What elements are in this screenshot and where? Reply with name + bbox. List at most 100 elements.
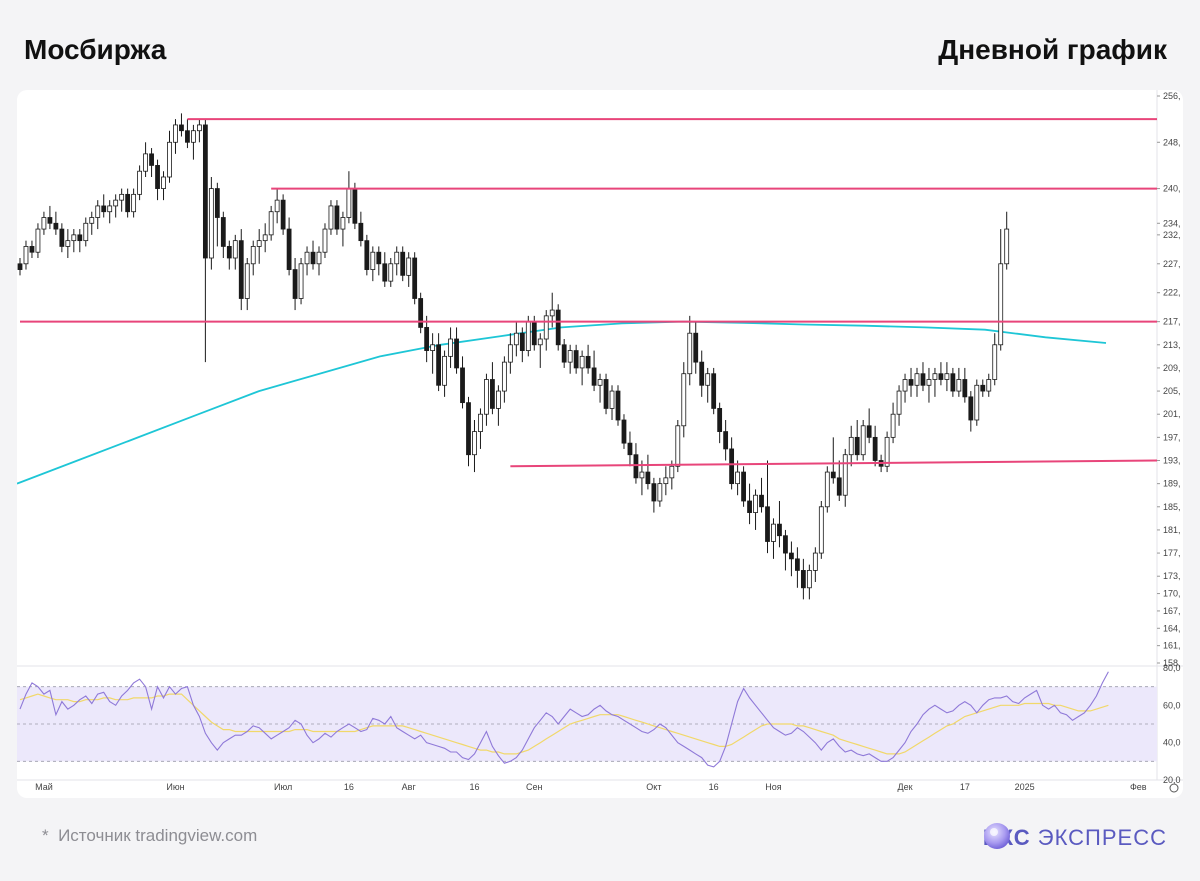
candle xyxy=(735,460,740,496)
candle-body xyxy=(950,373,956,392)
source-note: * Источник tradingview.com xyxy=(42,826,257,846)
candle xyxy=(950,367,956,397)
price-tick-label: 240, xyxy=(1163,184,1181,194)
candle-body xyxy=(693,332,699,363)
candle xyxy=(35,223,41,258)
candles xyxy=(17,113,1010,600)
candle xyxy=(41,211,47,235)
candle-body xyxy=(382,263,388,282)
candle-body xyxy=(280,199,286,230)
candle-body xyxy=(95,205,101,218)
candle xyxy=(29,240,35,258)
candle-body xyxy=(531,321,537,346)
candle-body xyxy=(310,251,316,265)
candle-body xyxy=(597,379,603,386)
candle xyxy=(507,333,513,374)
candle-body xyxy=(238,240,244,299)
candle xyxy=(388,258,394,287)
candle xyxy=(250,240,256,276)
candle xyxy=(824,466,830,513)
candle xyxy=(155,159,160,201)
candle xyxy=(244,258,250,311)
candle xyxy=(884,431,890,473)
candle xyxy=(932,367,938,397)
candle xyxy=(860,420,866,461)
candle xyxy=(352,182,358,230)
candle-body xyxy=(723,431,729,450)
candle xyxy=(280,194,286,235)
candle xyxy=(836,460,842,501)
candle-body xyxy=(149,153,154,166)
price-tick-label: 181, xyxy=(1163,525,1181,535)
brand-rest: ЭКСПРЕСС xyxy=(1037,825,1167,850)
candle-body xyxy=(711,373,717,409)
candle-body xyxy=(268,211,274,236)
candle-body xyxy=(513,332,519,346)
source-bullet: * xyxy=(42,826,49,845)
candle xyxy=(944,362,950,392)
candle xyxy=(478,408,483,449)
candle xyxy=(866,408,872,444)
candle-body xyxy=(340,217,346,230)
candle xyxy=(304,246,310,276)
candle-body xyxy=(842,454,848,496)
candle-body xyxy=(926,379,932,386)
candle-body xyxy=(824,471,830,508)
candle-body xyxy=(286,228,292,270)
chart-panel[interactable]: 256, 248, 240, 234, 232, 227, 222, 217, 213, 209,… xyxy=(17,90,1183,798)
rsi-tick-label: 20,0 xyxy=(1163,775,1181,785)
candle xyxy=(262,223,268,253)
candle xyxy=(448,327,453,368)
candle xyxy=(890,402,896,444)
candle xyxy=(101,194,107,218)
exchange-title: Мосбиржа xyxy=(24,34,167,65)
candle-body xyxy=(741,471,746,502)
candle-body xyxy=(298,263,304,299)
candle xyxy=(125,188,131,218)
candle-body xyxy=(478,413,483,432)
candle-body xyxy=(304,251,310,265)
candle xyxy=(179,113,184,137)
candle xyxy=(579,350,585,386)
candle xyxy=(806,564,812,600)
price-tick-label: 248, xyxy=(1163,137,1181,147)
candle xyxy=(962,367,968,403)
candle xyxy=(777,501,782,548)
candle xyxy=(956,367,962,397)
candle-body xyxy=(454,338,459,369)
candle xyxy=(238,229,244,311)
candle-body xyxy=(101,205,107,213)
candle xyxy=(95,200,101,230)
candle-body xyxy=(795,558,800,571)
price-chart[interactable]: 256, 248, 240, 234, 232, 227, 222, 217, 213, 209,… xyxy=(17,90,1183,798)
candle xyxy=(783,529,788,571)
candle-body xyxy=(872,436,878,461)
brand-logo-icon xyxy=(983,823,1010,849)
candle-body xyxy=(59,228,65,247)
candle-body xyxy=(920,373,926,386)
candle-body xyxy=(29,246,35,253)
candle-body xyxy=(812,552,818,571)
candle xyxy=(400,246,406,282)
candle-body xyxy=(161,176,166,189)
candle-body xyxy=(35,228,41,253)
price-tick-label: 185, xyxy=(1163,502,1181,512)
candle-body xyxy=(980,384,986,392)
price-tick-label: 167, xyxy=(1163,606,1181,616)
price-tick-label: 193, xyxy=(1163,456,1181,466)
candle xyxy=(699,350,705,397)
candle-body xyxy=(328,205,334,230)
candle-body xyxy=(836,477,842,496)
candle xyxy=(974,379,980,426)
candle xyxy=(717,402,723,444)
candle-body xyxy=(490,379,495,409)
candle-body xyxy=(705,373,711,386)
candle-body xyxy=(412,257,418,299)
candle-body xyxy=(226,246,232,259)
candle-body xyxy=(448,338,453,357)
candle xyxy=(346,171,352,224)
candle-body xyxy=(615,390,621,421)
candle xyxy=(167,130,172,183)
candle xyxy=(789,541,794,577)
